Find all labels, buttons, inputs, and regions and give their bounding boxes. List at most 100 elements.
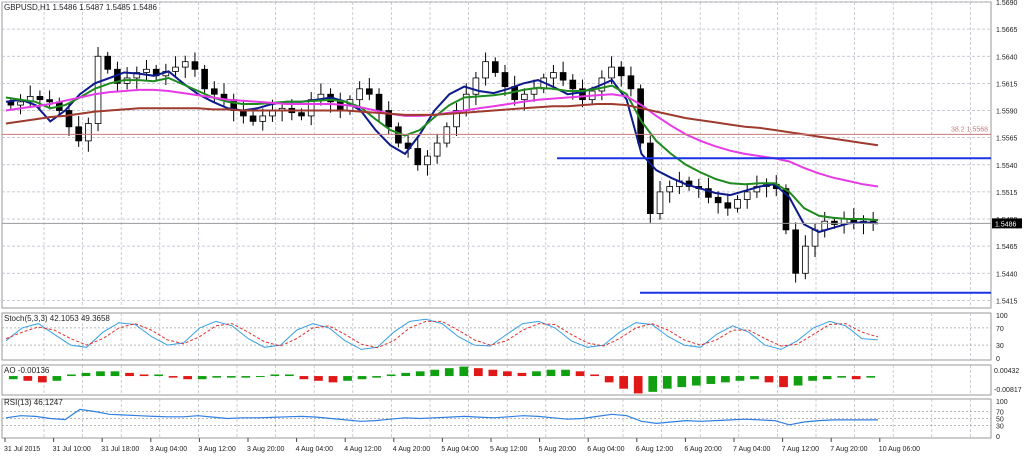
candle-body xyxy=(656,191,664,214)
time-axis-label: 6 Aug 12:00 xyxy=(636,446,673,453)
time-axis-label: 5 Aug 12:00 xyxy=(490,446,527,453)
current-price-label: 1.5486 xyxy=(995,221,1017,228)
ao-bar xyxy=(473,368,483,377)
stoch-tick-label: 100 xyxy=(996,313,1008,320)
ao-bar xyxy=(154,374,163,377)
candle-body xyxy=(530,88,538,95)
time-axis-label: 31 Jul 10:00 xyxy=(53,446,91,453)
time-axis-label: 3 Aug 20:00 xyxy=(247,446,284,453)
price-tick-label: 1.5640 xyxy=(996,54,1018,61)
ao-bar xyxy=(822,376,832,380)
ao-bar xyxy=(866,376,876,378)
candle-body xyxy=(366,88,373,95)
time-axis-label: 5 Aug 04:00 xyxy=(441,446,478,453)
candle-body xyxy=(608,66,615,79)
rsi-line xyxy=(5,408,878,426)
ao-bar xyxy=(168,376,178,378)
ao-bar xyxy=(125,372,134,377)
time-axis-label: 7 Aug 12:00 xyxy=(782,446,819,453)
candle-body xyxy=(181,61,189,68)
ao-bar xyxy=(110,371,120,377)
candle-body xyxy=(443,126,451,144)
ao-bar xyxy=(677,376,687,388)
time-axis-label: 31 Jul 2015 xyxy=(4,446,40,453)
candle-body xyxy=(821,220,829,231)
ao-bar xyxy=(575,371,585,377)
candle-body xyxy=(46,99,53,103)
candle-body xyxy=(395,126,402,144)
candle-body xyxy=(453,110,460,128)
ao-bar xyxy=(546,369,556,377)
ema-mid-line xyxy=(5,76,879,222)
ao-bar xyxy=(459,366,469,377)
ao-bar xyxy=(81,372,91,377)
candle-body xyxy=(705,188,712,198)
ao-bar xyxy=(241,376,251,378)
time-axis-label: 3 Aug 12:00 xyxy=(198,446,235,453)
time-axis-label: 10 Aug 06:00 xyxy=(879,446,920,453)
ao-bar xyxy=(662,376,672,389)
time-axis-label: 4 Aug 20:00 xyxy=(393,446,430,453)
price-tick-label: 1.5690 xyxy=(996,0,1018,7)
ao-bar xyxy=(52,376,62,381)
current-price-tag xyxy=(992,218,1022,229)
candle-body xyxy=(414,148,422,166)
candle-body xyxy=(569,79,577,90)
ao-bar xyxy=(212,376,222,378)
candle-body xyxy=(559,72,567,81)
ao-bar xyxy=(314,376,323,381)
ao-bar xyxy=(633,376,643,394)
time-axis-label: 6 Aug 04:00 xyxy=(587,446,624,453)
time-axis-label: 6 Aug 20:00 xyxy=(684,446,721,453)
ao-bar xyxy=(444,368,454,377)
fibonacci-label: 38.2 1.5568 xyxy=(951,126,988,133)
time-axis-label: 7 Aug 20:00 xyxy=(830,446,867,453)
ao-bar xyxy=(401,372,411,377)
ao-bar xyxy=(357,376,367,380)
candle-body xyxy=(298,112,305,117)
stoch-pane-frame xyxy=(1,312,992,361)
ao-bar xyxy=(793,376,803,386)
ao-bar xyxy=(299,376,309,380)
rsi-title: RSI(13) 46.1247 xyxy=(4,398,63,407)
ao-bar xyxy=(285,374,294,377)
ao-bar xyxy=(721,376,730,383)
ao-bar xyxy=(372,376,381,378)
ao-bar xyxy=(37,376,47,383)
ao-bar xyxy=(328,376,338,383)
price-tick-label: 1.5415 xyxy=(996,298,1018,305)
ao-bar xyxy=(386,374,396,377)
candle-body xyxy=(356,88,363,101)
candle-body xyxy=(666,186,673,193)
ao-bar xyxy=(750,376,759,380)
candle-body xyxy=(336,101,344,111)
candle-body xyxy=(375,93,383,111)
ao-bar xyxy=(561,369,570,377)
candle-body xyxy=(211,88,218,95)
time-axis-label: 3 Aug 04:00 xyxy=(150,446,187,453)
ao-bar xyxy=(532,371,541,377)
stoch-tick-label: 70 xyxy=(996,326,1004,333)
candle-body xyxy=(85,123,92,142)
candle-body xyxy=(249,115,257,122)
candle-body xyxy=(65,110,73,128)
ao-bar xyxy=(270,374,280,377)
ao-bar xyxy=(808,376,817,381)
symbol-header: GBPUSD,H1 1.5486 1.5487 1.5485 1.5486 xyxy=(4,3,158,12)
ao-bar xyxy=(139,374,149,377)
price-tick-label: 1.5665 xyxy=(996,27,1018,34)
ao-bar xyxy=(183,376,193,380)
candle-body xyxy=(811,229,819,247)
candle-body xyxy=(94,55,102,124)
ema-fast-line xyxy=(5,70,879,234)
price-tick-label: 1.5440 xyxy=(996,271,1018,278)
candle-body xyxy=(743,191,751,200)
ao-bar xyxy=(96,371,105,377)
candle-body xyxy=(191,61,199,70)
ao-bar xyxy=(648,376,658,392)
candle-body xyxy=(617,66,625,77)
ao-bar xyxy=(255,376,265,378)
